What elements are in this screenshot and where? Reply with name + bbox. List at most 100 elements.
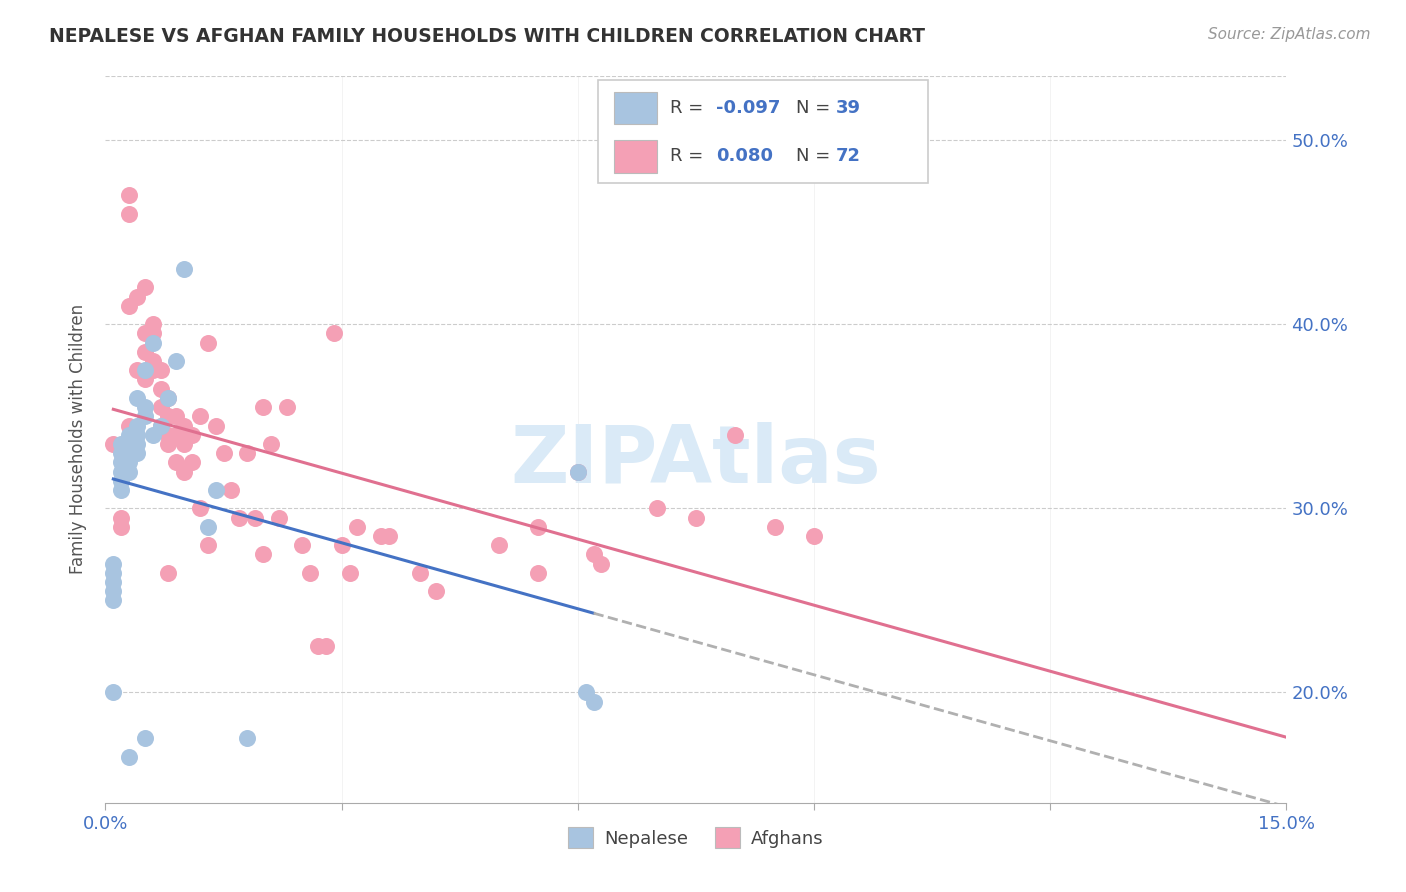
Point: [142, 318, 165, 332]
Point: [527, 566, 550, 580]
Point: [157, 427, 180, 442]
Point: [645, 501, 668, 516]
Point: [142, 326, 165, 341]
Point: [157, 391, 180, 405]
Point: [567, 465, 589, 479]
Point: [125, 427, 148, 442]
Point: [591, 557, 613, 571]
Point: [103, 584, 125, 599]
Point: [142, 354, 165, 368]
Bar: [614, 92, 657, 124]
Point: [125, 437, 148, 451]
Point: [165, 354, 187, 368]
Point: [142, 335, 165, 350]
Point: [212, 446, 235, 460]
Point: [103, 685, 125, 699]
Point: [125, 446, 148, 460]
Text: -0.097: -0.097: [717, 99, 780, 117]
Point: [110, 437, 132, 451]
Point: [118, 299, 141, 313]
Point: [575, 685, 598, 699]
Point: [173, 262, 195, 277]
Point: [173, 437, 195, 451]
Point: [103, 437, 125, 451]
Point: [803, 529, 825, 543]
Point: [173, 418, 195, 433]
Point: [188, 409, 211, 424]
Point: [110, 446, 132, 460]
Point: [409, 566, 432, 580]
Point: [110, 465, 132, 479]
Point: [763, 520, 786, 534]
Point: [488, 538, 510, 552]
Point: [125, 391, 148, 405]
Point: [252, 547, 274, 561]
Point: [125, 418, 148, 433]
Point: [157, 566, 180, 580]
Point: [110, 520, 132, 534]
Point: [134, 280, 156, 294]
Point: [118, 427, 141, 442]
Legend: Nepalese, Afghans: Nepalese, Afghans: [561, 821, 831, 855]
Point: [197, 520, 219, 534]
Point: [149, 400, 172, 414]
Point: [110, 483, 132, 497]
Point: [236, 731, 259, 746]
Text: NEPALESE VS AFGHAN FAMILY HOUSEHOLDS WITH CHILDREN CORRELATION CHART: NEPALESE VS AFGHAN FAMILY HOUSEHOLDS WIT…: [49, 27, 925, 45]
Point: [118, 465, 141, 479]
Point: [103, 574, 125, 589]
Point: [425, 584, 447, 599]
Point: [339, 566, 361, 580]
Point: [181, 455, 204, 469]
Point: [315, 640, 337, 654]
Point: [197, 538, 219, 552]
Point: [252, 400, 274, 414]
Point: [197, 335, 219, 350]
Point: [165, 427, 187, 442]
Point: [276, 400, 298, 414]
Point: [118, 188, 141, 202]
Point: [103, 593, 125, 607]
Point: [134, 363, 156, 377]
Point: [260, 437, 283, 451]
Point: [165, 455, 187, 469]
Point: [527, 520, 550, 534]
Point: [134, 731, 156, 746]
Bar: [614, 140, 657, 173]
Point: [685, 510, 707, 524]
Point: [118, 455, 141, 469]
Point: [103, 557, 125, 571]
Point: [236, 446, 259, 460]
Point: [299, 566, 322, 580]
Point: [142, 363, 165, 377]
Point: [134, 372, 156, 386]
Point: [582, 547, 605, 561]
Text: R =: R =: [671, 99, 709, 117]
Point: [370, 529, 392, 543]
Point: [110, 510, 132, 524]
Point: [322, 326, 344, 341]
Point: [149, 363, 172, 377]
Point: [118, 207, 141, 221]
Point: [724, 427, 747, 442]
Point: [149, 418, 172, 433]
Point: [173, 465, 195, 479]
Y-axis label: Family Households with Children: Family Households with Children: [69, 304, 87, 574]
Point: [149, 382, 172, 396]
Point: [204, 418, 226, 433]
Point: [165, 409, 187, 424]
Point: [157, 391, 180, 405]
Text: 0.080: 0.080: [717, 147, 773, 165]
Point: [267, 510, 290, 524]
Point: [157, 437, 180, 451]
Text: 39: 39: [835, 99, 860, 117]
Point: [582, 695, 605, 709]
Point: [157, 409, 180, 424]
Point: [134, 409, 156, 424]
Point: [134, 326, 156, 341]
Point: [330, 538, 353, 552]
Point: [204, 483, 226, 497]
Point: [228, 510, 250, 524]
Point: [307, 640, 329, 654]
Text: N =: N =: [796, 99, 835, 117]
